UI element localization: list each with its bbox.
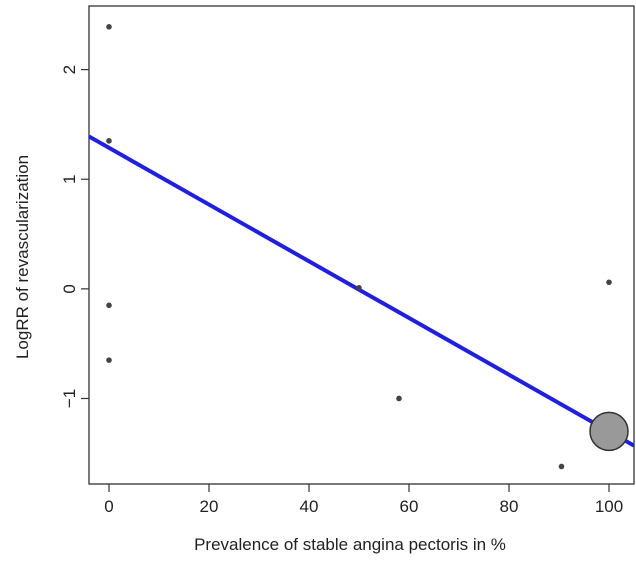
x-axis-ticks: 0 20 40 60 80 100 [104, 484, 623, 516]
x-tick-label: 0 [104, 497, 113, 516]
x-tick-label: 20 [200, 497, 219, 516]
data-point-large [589, 411, 629, 452]
y-axis-ticks: −1 0 1 2 [60, 65, 89, 408]
y-tick-label: −1 [60, 389, 79, 408]
data-point [106, 357, 112, 363]
plot-frame [88, 5, 635, 485]
x-tick-label: 40 [300, 497, 319, 516]
x-axis-label: Prevalence of stable angina pectoris in … [194, 535, 506, 554]
data-point [356, 284, 362, 291]
regression-line-group [89, 134, 634, 448]
data-points [106, 24, 629, 470]
data-point [106, 138, 112, 144]
x-tick-label: 60 [400, 497, 419, 516]
y-tick-label: 0 [60, 284, 79, 293]
data-point [558, 463, 565, 470]
plot-area [88, 5, 635, 485]
data-point [106, 302, 112, 309]
x-tick-label: 80 [500, 497, 519, 516]
data-point [606, 279, 612, 286]
y-tick-label: 2 [60, 65, 79, 74]
regression-line [89, 134, 634, 448]
x-tick-label: 100 [595, 497, 623, 516]
data-point [106, 24, 112, 30]
y-tick-label: 1 [60, 174, 79, 183]
data-point [396, 395, 402, 402]
y-axis-label: LogRR of revascularization [13, 155, 32, 359]
